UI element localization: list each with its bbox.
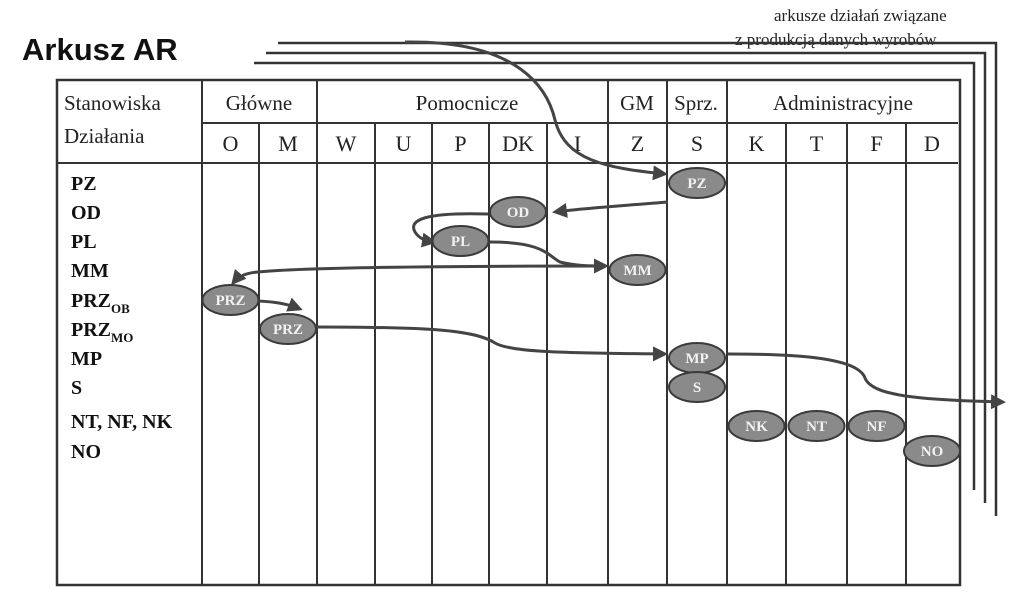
node-prz: PRZ [201,284,260,316]
sheet-title: Arkusz AR [22,32,178,67]
group-administracyjne: Administracyjne [773,91,913,115]
column-label-k: K [749,131,765,156]
node-s: S [668,371,726,403]
node-ellipse [201,284,260,316]
activity-label: PL [71,231,97,253]
activity-nodes: PZ OD PL MM PRZ PRZ MP S NK NT NF NO [201,167,961,467]
column-label-s: S [691,131,703,156]
node-label: PL [451,234,470,250]
flow-pz-to-od [552,200,669,218]
node-ellipse [903,435,961,467]
node-ellipse [668,167,726,199]
stacked-sheets-note-line1: arkusze działań związane [774,6,947,25]
node-label: OD [507,205,530,221]
column-label-u: U [396,131,412,156]
node-ellipse [608,254,667,286]
node-label: NK [745,419,768,435]
activity-label: NT, NF, NK [71,411,173,433]
node-label: NF [867,419,887,435]
activity-label: PZ [71,173,97,195]
column-label-o: O [223,131,239,156]
node-label: PRZ [216,293,246,309]
node-od: OD [489,196,547,228]
stacked-sheets-note-line2: z produkcją danych wyrobów [735,30,937,49]
activity-label: S [71,377,82,399]
node-no: NO [903,435,961,467]
flow-od-to-pl [412,212,489,248]
node-label: S [693,380,701,396]
node-ellipse [847,410,906,442]
column-label-z: Z [631,131,644,156]
activity-label: NO [71,441,101,463]
node-ellipse [489,196,547,228]
node-nk: NK [727,410,786,442]
flow-mp-to-next-sheet [727,352,1006,410]
node-label: NO [921,444,944,460]
node-pl: PL [431,225,490,257]
node-label: MP [685,351,708,367]
group-headers: Główne Pomocnicze GM Sprz. Administracyj… [226,91,913,115]
node-nf: NF [847,410,906,442]
node-ellipse [787,410,846,442]
column-headers: O M W U P DK I Z S K T F D [223,131,940,156]
node-label: PRZ [273,322,303,338]
node-label: MM [623,263,651,279]
flow-prz-ob-to-prz-mo [257,297,303,312]
node-mp: MP [668,342,726,374]
activity-label: PRZMO [71,319,133,345]
column-label-f: F [870,131,882,156]
column-label-m: M [278,131,298,156]
activity-labels: PZ OD PL MM PRZOB PRZMO MP S NT, NF, NK NO [71,173,173,463]
column-label-dk: DK [502,131,534,156]
stanowiska-header: Stanowiska [64,91,162,115]
node-prz: PRZ [259,313,317,345]
column-label-d: D [924,131,940,156]
stacked-sheets-outline [254,41,998,516]
activity-label: MP [71,348,102,370]
activity-label: MM [71,260,109,282]
node-label: PZ [687,176,706,192]
column-label-p: P [454,131,466,156]
flow-start-to-pz [404,40,668,181]
group-sprz: Sprz. [674,91,718,115]
flow-prz-mo-to-mp [315,325,668,362]
column-label-t: T [810,131,824,156]
dzialania-header: Działania [64,124,145,148]
column-label-w: W [336,131,357,156]
group-pomocnicze: Pomocnicze [416,91,519,115]
group-glowne: Główne [226,91,293,115]
node-ellipse [668,371,726,403]
node-ellipse [431,225,490,257]
activity-label: OD [71,202,101,224]
node-ellipse [727,410,786,442]
flow-arrows [231,40,1006,410]
table-frame [55,78,962,587]
column-label-i: I [574,131,581,156]
node-nt: NT [787,410,846,442]
flow-mm-to-prz-ob [231,264,607,286]
activity-label: PRZOB [71,290,130,316]
node-ellipse [259,313,317,345]
node-mm: MM [608,254,667,286]
node-label: NT [806,419,827,435]
node-pz: PZ [668,167,726,199]
group-gm: GM [620,91,654,115]
